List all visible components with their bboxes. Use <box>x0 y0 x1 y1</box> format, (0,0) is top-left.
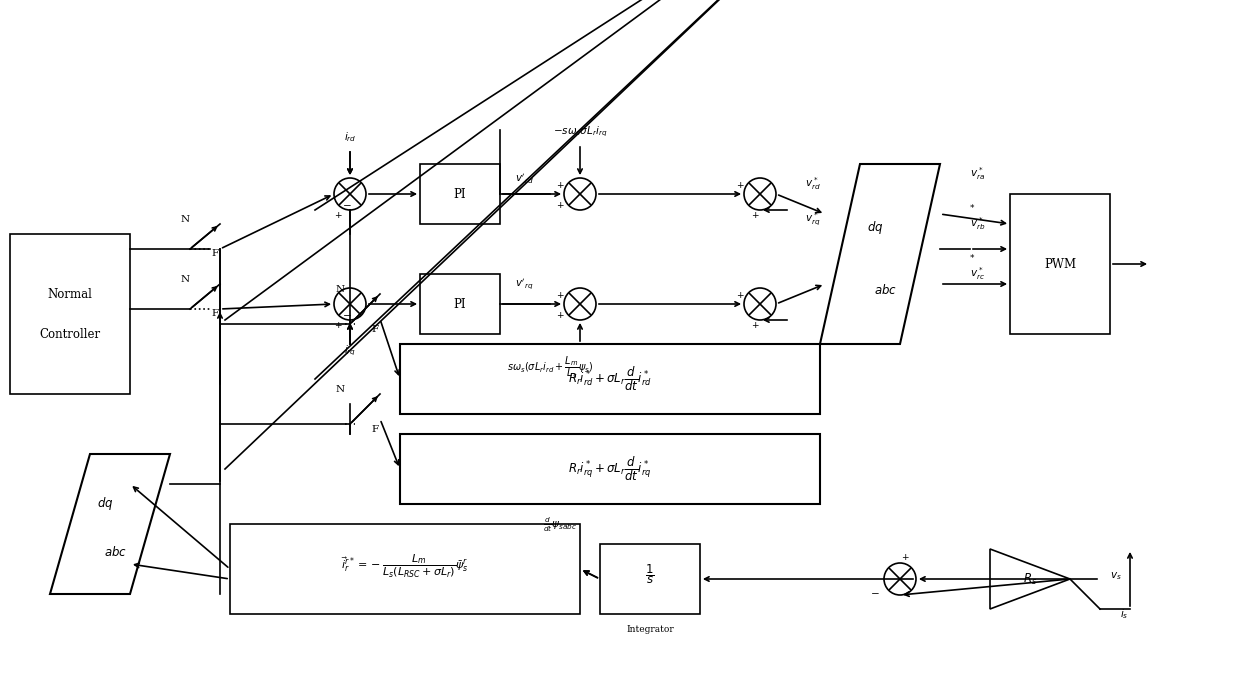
Bar <box>600 544 701 614</box>
Text: −: − <box>342 312 351 321</box>
Text: PWM: PWM <box>1044 257 1076 271</box>
Text: $R_r i_{rd}^* + \sigma L_r \dfrac{d}{dt} i_{rd}^*$: $R_r i_{rd}^* + \sigma L_r \dfrac{d}{dt}… <box>568 365 652 393</box>
Text: +: + <box>737 182 744 190</box>
Text: PI: PI <box>454 298 466 310</box>
Circle shape <box>334 178 366 210</box>
Text: $v_{rq}^*$: $v_{rq}^*$ <box>805 210 821 228</box>
Text: $\frac{d}{dt}\psi_{sabc}$: $\frac{d}{dt}\psi_{sabc}$ <box>543 516 577 534</box>
Circle shape <box>564 178 596 210</box>
Text: +: + <box>335 321 342 330</box>
Text: $v_{rd}^*$: $v_{rd}^*$ <box>805 176 821 192</box>
Text: +: + <box>335 212 342 221</box>
Text: $abc$: $abc$ <box>103 545 126 559</box>
Text: +: + <box>737 291 744 301</box>
Text: +: + <box>557 291 564 301</box>
Text: PI: PI <box>454 187 466 201</box>
Text: $dq$: $dq$ <box>867 219 883 235</box>
Bar <box>420 164 500 224</box>
Text: $i_{rq}$: $i_{rq}$ <box>343 344 356 358</box>
Text: N: N <box>336 285 345 294</box>
Polygon shape <box>990 549 1070 609</box>
Polygon shape <box>50 454 170 594</box>
Text: $-s\omega_s\sigma L_r i_{rq}$: $-s\omega_s\sigma L_r i_{rq}$ <box>553 125 608 139</box>
Circle shape <box>744 178 776 210</box>
Bar <box>229 524 580 614</box>
Text: $v'_{rq}$: $v'_{rq}$ <box>515 277 533 291</box>
Text: F: F <box>372 325 378 334</box>
Text: F: F <box>212 250 218 258</box>
Text: +: + <box>557 201 564 210</box>
Text: Controller: Controller <box>40 328 100 341</box>
Text: $s\omega_s(\sigma L_r i_{rd}+\dfrac{L_m}{L_s}\psi_s)$: $s\omega_s(\sigma L_r i_{rd}+\dfrac{L_m}… <box>507 354 593 380</box>
Text: $i_s$: $i_s$ <box>1120 607 1128 621</box>
Text: N: N <box>181 214 190 223</box>
Text: +: + <box>557 182 564 190</box>
Text: $v_{rb}^*$: $v_{rb}^*$ <box>970 216 986 232</box>
Text: +: + <box>751 212 759 221</box>
Text: *: * <box>970 205 975 214</box>
Text: $\vec{i}_r^{r*} = -\dfrac{L_m}{L_s(L_{RSC}+\sigma L_r)}\bar{\psi}_s^r$: $\vec{i}_r^{r*} = -\dfrac{L_m}{L_s(L_{RS… <box>341 552 469 579</box>
Text: $v_{rc}^*$: $v_{rc}^*$ <box>970 266 985 282</box>
Circle shape <box>334 288 366 320</box>
Text: $i_{rd}$: $i_{rd}$ <box>343 130 356 144</box>
Bar <box>10 234 130 394</box>
Bar <box>420 274 500 334</box>
Text: −: − <box>342 203 351 212</box>
Text: N: N <box>181 275 190 284</box>
Text: +: + <box>557 312 564 321</box>
Bar <box>1011 194 1110 334</box>
Circle shape <box>744 288 776 320</box>
Text: Integrator: Integrator <box>626 625 673 634</box>
Text: +: + <box>751 321 759 330</box>
Text: F: F <box>372 425 378 434</box>
Text: Normal: Normal <box>47 287 93 301</box>
Text: N: N <box>336 384 345 393</box>
Bar <box>401 344 820 414</box>
Text: $v'_{rd}$: $v'_{rd}$ <box>515 172 533 186</box>
Circle shape <box>884 563 916 595</box>
Text: $dq$: $dq$ <box>97 495 113 511</box>
Text: $R_s$: $R_s$ <box>1023 571 1037 586</box>
Polygon shape <box>820 164 940 344</box>
Text: $\dfrac{1}{s}$: $\dfrac{1}{s}$ <box>645 562 655 586</box>
Text: $R_r i_{rq}^* + \sigma L_r \dfrac{d}{dt} i_{rq}^*$: $R_r i_{rq}^* + \sigma L_r \dfrac{d}{dt}… <box>568 455 652 483</box>
Text: *: * <box>970 255 975 264</box>
Bar <box>401 434 820 504</box>
Text: F: F <box>212 310 218 319</box>
Text: −: − <box>870 589 879 598</box>
Circle shape <box>564 288 596 320</box>
Text: $v_s$: $v_s$ <box>1110 570 1122 582</box>
Text: +: + <box>901 552 909 561</box>
Text: $v_{ra}^*$: $v_{ra}^*$ <box>970 166 985 183</box>
Text: $abc$: $abc$ <box>873 283 897 297</box>
